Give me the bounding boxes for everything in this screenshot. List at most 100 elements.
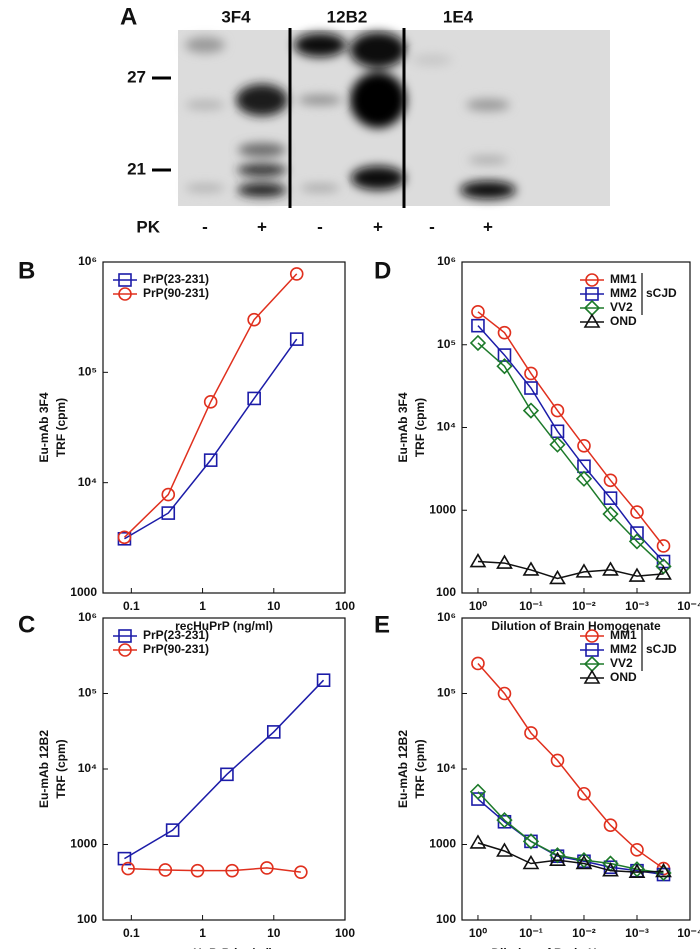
panel-label: E bbox=[374, 611, 390, 638]
y-tick-label: 10⁴ bbox=[78, 761, 97, 775]
data-point bbox=[603, 473, 618, 488]
data-point bbox=[549, 436, 566, 453]
data-point bbox=[602, 505, 619, 523]
data-point bbox=[575, 470, 593, 487]
x-tick-label: 0.1 bbox=[123, 599, 140, 613]
x-tick-label: 0.1 bbox=[123, 926, 140, 940]
x-tick-label: 10 bbox=[267, 926, 281, 940]
y-tick-label: 100 bbox=[436, 912, 456, 926]
data-point bbox=[158, 863, 173, 877]
pk-sign: + bbox=[373, 217, 383, 236]
data-point bbox=[165, 823, 180, 837]
panel-label: C bbox=[18, 611, 35, 638]
pk-sign: - bbox=[202, 217, 208, 236]
y-tick-label: 10⁴ bbox=[78, 475, 97, 489]
series-line bbox=[128, 867, 301, 873]
y-axis-label: Eu-mAb 3F4 bbox=[37, 392, 51, 462]
legend-label: PrP(23-231) bbox=[143, 628, 209, 642]
data-point bbox=[655, 558, 672, 575]
plot-frame bbox=[461, 617, 691, 921]
data-point bbox=[247, 391, 261, 406]
data-point bbox=[522, 854, 540, 870]
data-point bbox=[225, 863, 239, 878]
x-tick-label: 100 bbox=[335, 599, 355, 613]
blot-image bbox=[152, 28, 610, 208]
legend-label: PrP(90-231) bbox=[143, 642, 209, 656]
x-tick-label: 10⁻¹ bbox=[519, 599, 543, 613]
x-axis-label: Dilution of Brain Homogenate bbox=[491, 946, 661, 949]
y-tick-label: 10⁶ bbox=[437, 254, 456, 268]
legend-group-label: sCJD bbox=[646, 286, 677, 300]
data-point bbox=[289, 332, 304, 346]
data-point bbox=[260, 861, 274, 875]
panel-label: D bbox=[374, 257, 391, 284]
data-point bbox=[469, 334, 487, 352]
y-tick-label: 10⁶ bbox=[437, 610, 456, 624]
pk-sign: - bbox=[429, 217, 435, 236]
data-point bbox=[266, 725, 281, 739]
y-tick-label: 1000 bbox=[429, 502, 456, 516]
pk-sign: + bbox=[257, 217, 267, 236]
data-point bbox=[602, 862, 619, 877]
series-line bbox=[477, 798, 664, 876]
plot-frame bbox=[461, 261, 691, 594]
data-point bbox=[656, 539, 671, 553]
data-point bbox=[577, 786, 591, 801]
data-point bbox=[628, 533, 646, 550]
series-line bbox=[477, 342, 665, 567]
x-tick-label: 10 bbox=[267, 599, 281, 613]
size-marker: 27 bbox=[127, 67, 146, 86]
legend-label: OND bbox=[610, 670, 637, 684]
legend-marker bbox=[118, 643, 132, 657]
y-axis-label: Eu-mAb 3F4 bbox=[396, 392, 410, 462]
antibody-label: 12B2 bbox=[327, 7, 368, 26]
data-point bbox=[603, 818, 618, 833]
data-point bbox=[161, 487, 176, 502]
x-tick-label: 10⁻² bbox=[572, 599, 596, 613]
data-point bbox=[471, 305, 485, 319]
series-line bbox=[477, 791, 664, 874]
data-point bbox=[655, 864, 672, 882]
legend-label: MM2 bbox=[610, 286, 637, 300]
x-axis-label: recHuPrP (ng/ml) bbox=[175, 946, 273, 949]
data-point bbox=[522, 561, 540, 576]
data-point bbox=[121, 861, 135, 876]
x-tick-label: 10⁻² bbox=[572, 926, 596, 940]
pk-sign: + bbox=[483, 217, 493, 236]
data-point bbox=[655, 565, 672, 580]
x-tick-label: 100 bbox=[335, 926, 355, 940]
y-tick-label: 100 bbox=[436, 585, 456, 599]
data-point bbox=[161, 506, 176, 520]
x-tick-label: 10⁰ bbox=[469, 599, 487, 613]
data-point bbox=[294, 865, 308, 879]
data-point bbox=[496, 842, 513, 857]
legend-marker bbox=[118, 287, 132, 301]
series-line bbox=[123, 273, 298, 538]
legend-label: PrP(23-231) bbox=[143, 272, 209, 286]
y-axis-label: TRF (cpm) bbox=[54, 739, 68, 798]
data-point bbox=[522, 402, 540, 419]
data-point bbox=[469, 783, 487, 800]
data-point bbox=[575, 563, 593, 578]
x-tick-label: 10⁰ bbox=[469, 926, 487, 940]
x-tick-label: 10⁻³ bbox=[625, 599, 649, 613]
data-point bbox=[497, 348, 512, 362]
y-tick-label: 10⁵ bbox=[437, 686, 456, 700]
data-point bbox=[630, 505, 644, 519]
size-marker: 21 bbox=[127, 159, 146, 178]
x-tick-label: 10⁻⁴ bbox=[677, 926, 700, 940]
data-point bbox=[203, 453, 218, 467]
data-point bbox=[203, 395, 218, 409]
data-point bbox=[603, 860, 618, 875]
data-point bbox=[220, 767, 234, 782]
y-tick-label: 10⁴ bbox=[437, 761, 456, 775]
data-point bbox=[575, 852, 593, 869]
data-point bbox=[289, 267, 304, 281]
data-point bbox=[117, 530, 132, 545]
legend-label: PrP(90-231) bbox=[143, 286, 209, 300]
y-axis-label: TRF (cpm) bbox=[413, 398, 427, 457]
data-point bbox=[496, 358, 513, 375]
legend-label: VV2 bbox=[610, 300, 633, 314]
data-point bbox=[471, 656, 485, 671]
data-point bbox=[575, 854, 593, 870]
